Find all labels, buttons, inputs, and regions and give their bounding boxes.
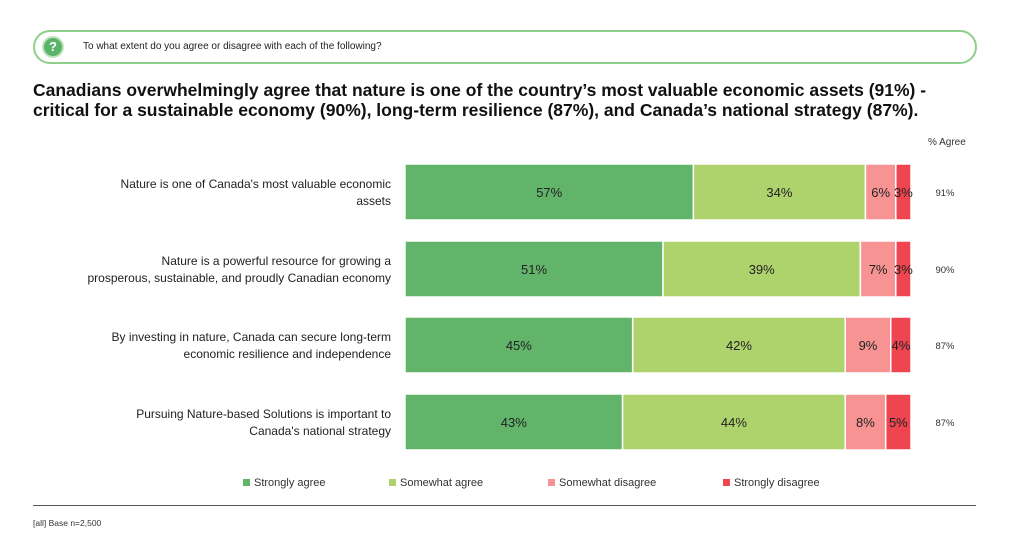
legend-label: Somewhat disagree: [559, 477, 656, 489]
question-text: To what extent do you agree or disagree …: [83, 41, 382, 52]
question-box: ? To what extent do you agree or disagre…: [33, 30, 977, 64]
data-label: 7%: [869, 262, 888, 277]
category-label: By investing in nature, Canada can secur…: [112, 330, 392, 361]
agree-total: 87%: [935, 341, 955, 352]
legend-label: Strongly disagree: [734, 477, 820, 489]
category-label: Nature is a powerful resource for growin…: [87, 254, 391, 285]
data-label: 5%: [889, 415, 908, 430]
bar-segment: [895, 163, 912, 221]
bar-segment: [884, 393, 912, 451]
bar-segment: [404, 240, 664, 298]
category-label: Pursuing Nature-based Solutions is impor…: [136, 407, 391, 438]
bar-segment: [895, 240, 912, 298]
bar-segment: [890, 316, 912, 374]
data-label: 6%: [871, 185, 890, 200]
data-label: 39%: [749, 262, 775, 277]
data-label: 42%: [726, 338, 752, 353]
bar-segment: [859, 240, 897, 298]
bar-segment: [404, 163, 695, 221]
data-label: 43%: [501, 415, 527, 430]
data-label: 34%: [766, 185, 792, 200]
footer-base: [all] Base n=2,500: [33, 518, 102, 528]
data-label: 3%: [894, 185, 913, 200]
legend-swatch: [243, 479, 250, 486]
legend-swatch: [389, 479, 396, 486]
question-icon: ?: [42, 36, 64, 58]
legend-label: Strongly agree: [254, 477, 326, 489]
data-label: 57%: [536, 185, 562, 200]
data-label: 3%: [894, 262, 913, 277]
bar-segment: [621, 393, 846, 451]
bar-segment: [864, 163, 897, 221]
data-label: 8%: [856, 415, 875, 430]
data-label: 44%: [721, 415, 747, 430]
agree-total: 90%: [935, 265, 955, 276]
agree-header: % Agree: [928, 137, 966, 148]
chart-title: Canadians overwhelmingly agree that natu…: [33, 80, 927, 120]
category-label: Nature is one of Canada's most valuable …: [121, 177, 391, 208]
data-label: 4%: [891, 338, 910, 353]
data-label: 45%: [506, 338, 532, 353]
legend-swatch: [548, 479, 555, 486]
legend-label: Somewhat agree: [400, 477, 483, 489]
footer-divider: [33, 505, 976, 506]
data-label: 9%: [859, 338, 878, 353]
bar-segment: [404, 316, 634, 374]
agree-total: 87%: [935, 418, 955, 429]
data-label: 51%: [521, 262, 547, 277]
legend-swatch: [723, 479, 730, 486]
bar-segment: [631, 316, 846, 374]
agree-total: 91%: [935, 188, 955, 199]
bar-segment: [844, 316, 892, 374]
